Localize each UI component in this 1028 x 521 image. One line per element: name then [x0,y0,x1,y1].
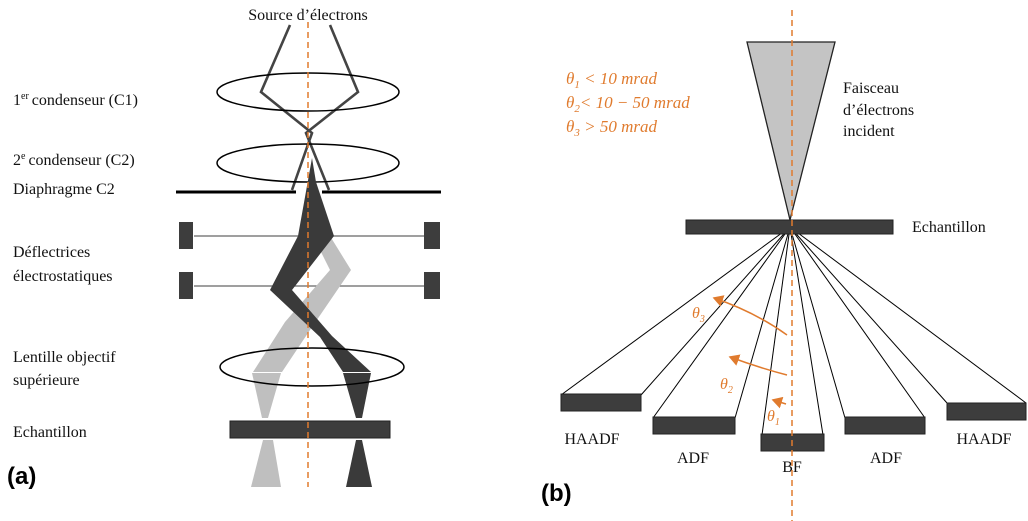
deflectors-label-line1: Déflectrices [13,244,90,261]
detector-adf-right [844,416,926,435]
objective-label-line2: supérieure [13,372,80,389]
detector-haadf-right [946,402,1027,421]
light-beam-converging [252,373,281,418]
beam-left-path [259,24,314,191]
scattered-rays [560,226,1027,436]
panel-a: Source d’électrons [7,7,441,490]
deflector-plate [424,222,440,249]
equation-theta3: θ3 > 50 mrad [566,117,657,139]
beam-right-path [304,24,360,191]
theta2-label: θ2 [720,376,733,396]
detector-adf-left [652,416,736,435]
beam-label-line3: incident [843,123,895,140]
sample-a [229,420,391,439]
objective-label-line1: Lentille objectif [13,349,116,366]
source-label: Source d’électrons [248,7,368,24]
panel-a-letter: (a) [7,463,36,490]
incident-beam-cone [746,41,836,221]
panel-b: θ1 < 10 mrad θ2< 10 − 50 mrad θ3 > 50 mr… [541,10,1027,521]
theta3-label: θ3 [692,305,705,325]
theta3-arrow [712,295,788,336]
dark-beam-converging [343,373,371,418]
diaphragm-label: Diaphragme C2 [13,181,115,198]
detector-label-haadf-right: HAADF [956,431,1011,448]
deflector-plate [424,272,440,299]
detector-label-haadf-left: HAADF [564,431,619,448]
c2-label: 2e condenseur (C2) [13,151,135,169]
c1-label: 1er condenseur (C1) [13,91,138,109]
sample-label-a: Echantillon [13,424,87,441]
theta1-label: θ1 [767,408,780,428]
equation-theta1: θ1 < 10 mrad [566,69,657,91]
light-beam-exit [251,440,281,487]
equation-theta2: θ2< 10 − 50 mrad [566,93,690,115]
detector-label-bf: BF [782,459,802,476]
beam-label-line1: Faisceau [843,80,899,97]
sample-b [685,219,894,235]
detectors [560,393,1027,452]
theta1-arrow [771,396,787,409]
detector-label-adf-left: ADF [677,450,709,467]
objective-lens [219,347,405,387]
theta2-arrow [728,354,788,376]
dark-beam-exit [346,440,372,487]
deflector-plate [179,272,193,299]
beam-paths [259,24,360,191]
panel-b-letter: (b) [541,480,572,507]
deflectors-label-line2: électrostatiques [13,268,113,285]
beam-label-line2: d’électrons [843,102,914,119]
sample-label-b: Echantillon [912,219,986,236]
angle-arrows [712,295,788,409]
dark-beam [270,158,371,372]
detector-haadf-left [560,393,642,412]
deflector-plate [179,222,193,249]
detector-label-adf-right: ADF [870,450,902,467]
